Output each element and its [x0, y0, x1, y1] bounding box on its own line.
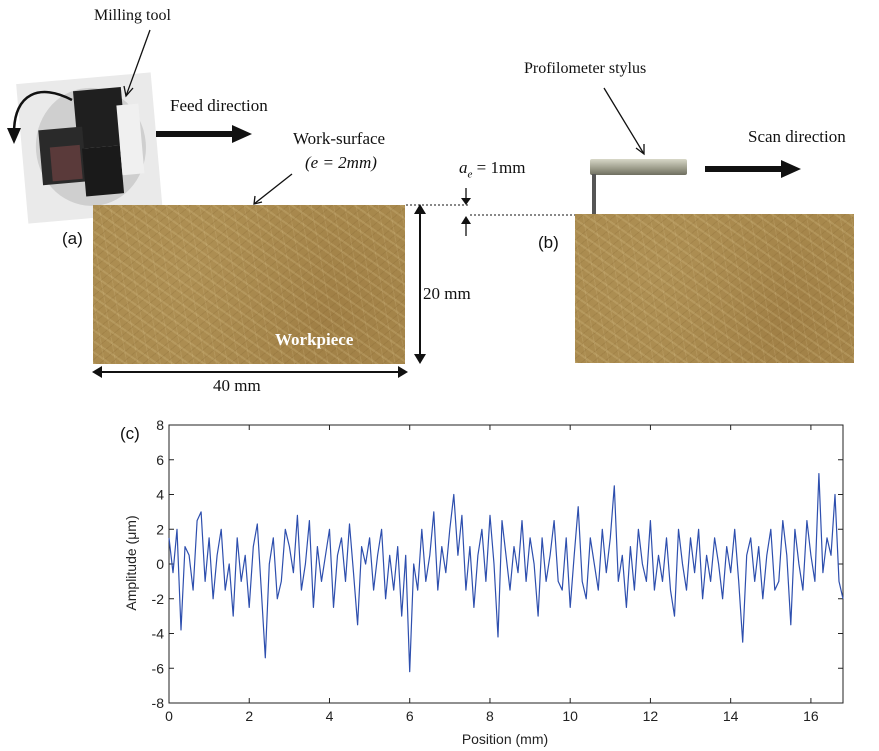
- x-tick-label: 14: [723, 708, 739, 724]
- x-axis-title: Position (mm): [462, 731, 548, 747]
- stylus-pointer: [603, 87, 645, 156]
- profilometer-stylus: [590, 159, 687, 175]
- ae-value: = 1mm: [476, 158, 526, 177]
- x-tick-label: 10: [562, 708, 578, 724]
- depth-of-cut-indicator: [406, 188, 576, 236]
- panel-label-a: (a): [62, 229, 83, 248]
- scan-direction-arrow: [705, 160, 801, 178]
- work-surface-e-label: (e = 2mm): [305, 153, 377, 172]
- panel-label-b: (b): [538, 233, 559, 252]
- feed-direction-label: Feed direction: [170, 96, 268, 115]
- y-tick-label: 8: [156, 417, 164, 433]
- y-tick-label: -8: [152, 695, 165, 711]
- y-tick-label: 2: [156, 521, 164, 537]
- workpiece-label: Workpiece: [275, 330, 354, 349]
- series-line: [168, 473, 844, 673]
- y-tick-label: 6: [156, 452, 164, 468]
- rotation-arrow: [7, 90, 73, 144]
- chart-ticks: 0 2 4 6 8 10 12 14 16 8 6 4 2 0 -2 -4 -6 -8: [152, 417, 843, 724]
- y-tick-label: -4: [152, 626, 165, 642]
- x-tick-label: 8: [486, 708, 494, 724]
- feed-direction-arrow: [156, 125, 252, 143]
- x-tick-label: 0: [165, 708, 173, 724]
- width-label: 40 mm: [213, 376, 261, 395]
- workpiece-b: [575, 214, 854, 363]
- x-tick-label: 4: [326, 708, 334, 724]
- stylus-tip: [592, 174, 596, 216]
- y-tick-label: -2: [152, 591, 165, 607]
- height-label: 20 mm: [423, 284, 471, 303]
- chart-frame: [168, 424, 844, 704]
- ae-label: ae = 1mm: [459, 158, 526, 181]
- x-tick-label: 12: [643, 708, 659, 724]
- workpiece-a: Workpiece: [93, 205, 405, 364]
- y-tick-label: 4: [156, 487, 164, 503]
- scan-direction-label: Scan direction: [748, 127, 846, 146]
- y-tick-label: -6: [152, 660, 165, 676]
- width-dimension: [92, 366, 408, 378]
- work-surface-label: Work-surface: [293, 129, 386, 148]
- profilometer-stylus-label: Profilometer stylus: [524, 60, 647, 77]
- x-tick-label: 2: [245, 708, 253, 724]
- y-axis-title: Amplitude (μm): [123, 515, 139, 610]
- work-surface-pointer: [253, 173, 293, 205]
- plot-area: [168, 424, 844, 704]
- chart-series: [168, 473, 844, 673]
- panel-label-c: (c): [120, 424, 140, 443]
- height-dimension: [414, 204, 426, 364]
- milling-tool-pointer: [123, 29, 151, 98]
- y-tick-label: 0: [156, 556, 164, 572]
- x-tick-label: 6: [406, 708, 414, 724]
- milling-tool-label: Milling tool: [94, 7, 171, 24]
- x-tick-label: 16: [803, 708, 819, 724]
